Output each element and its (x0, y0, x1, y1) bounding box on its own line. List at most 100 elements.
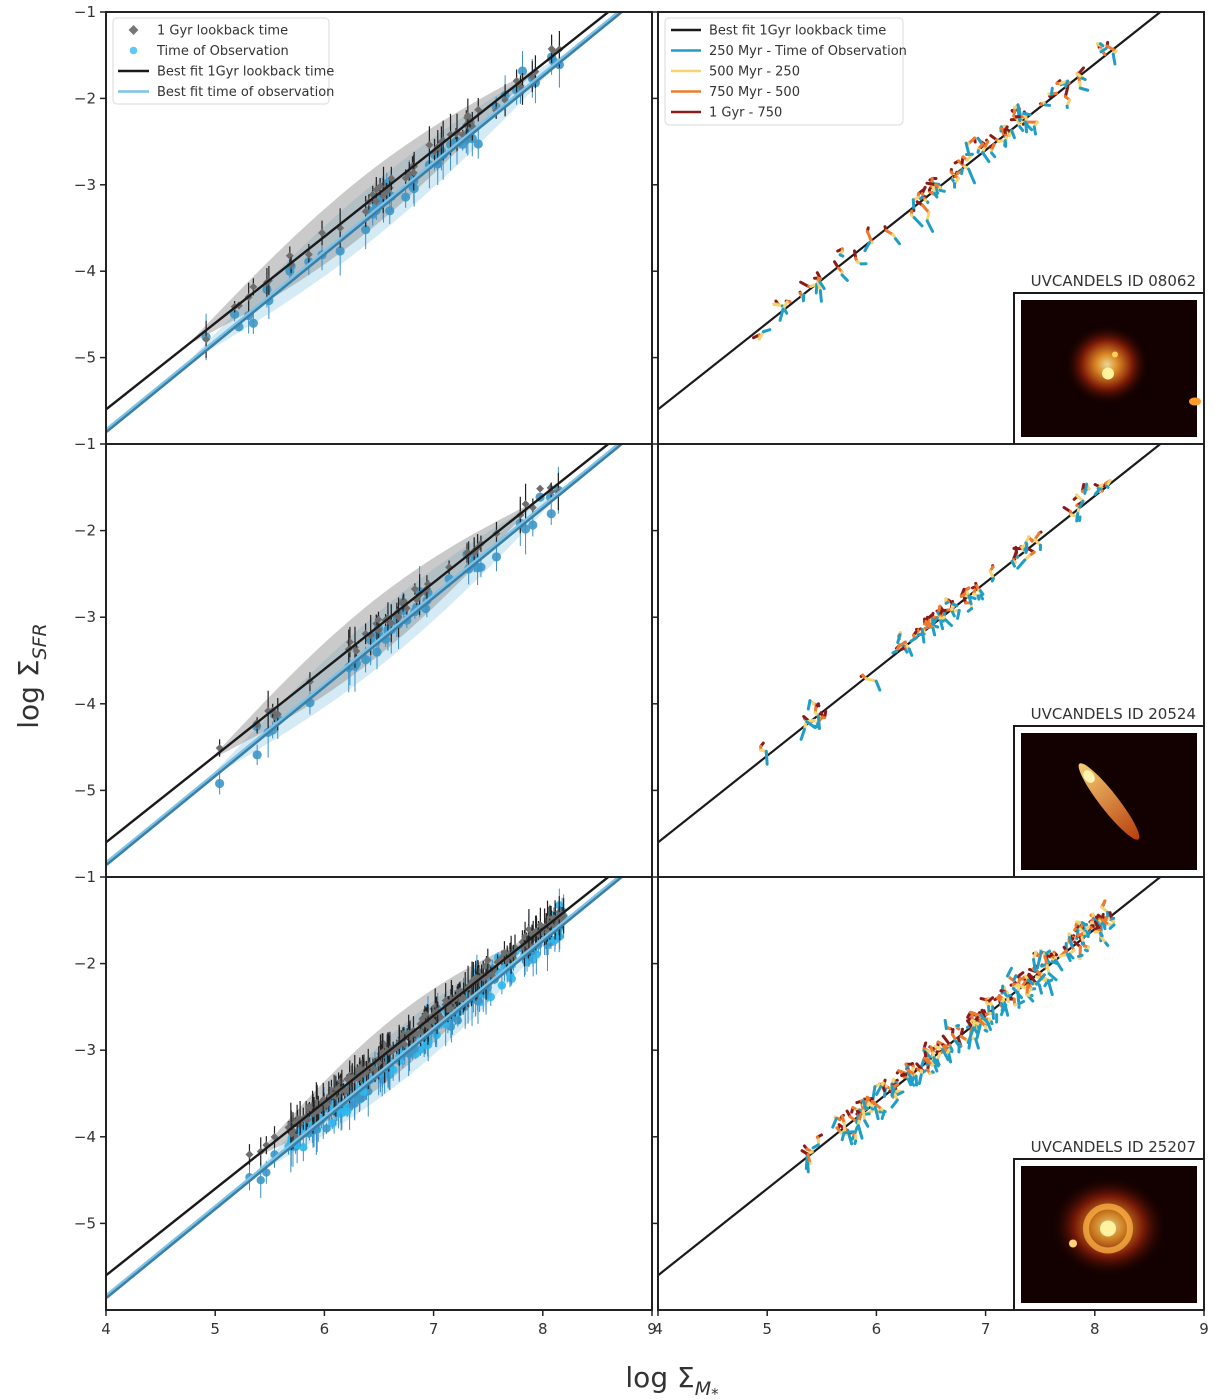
observation-fit-line-outline (106, 444, 624, 866)
lookback-point (401, 174, 410, 183)
observation-point (361, 654, 371, 665)
panels-layer: −1 −2 −3 −4 −5 1 Gyr lookback time Time of Obs… (74, 3, 1209, 1338)
observation-point (361, 225, 371, 235)
evolution-track-segment (1002, 990, 1008, 997)
evolution-track-segment (1104, 941, 1110, 948)
lookback-point (425, 141, 434, 150)
observation-point (520, 524, 531, 534)
evolution-track-segment (990, 576, 995, 583)
lookback-point (376, 182, 385, 191)
observation-point (335, 246, 345, 256)
evolution-track-segment (1003, 139, 1007, 147)
observation-point (505, 970, 515, 979)
evolution-track-segment (943, 1018, 948, 1031)
legend-label: 500 Myr - 250 (709, 65, 800, 80)
evolution-track-segment (799, 280, 811, 289)
lookback-point (387, 174, 396, 183)
legend-label: Best fit 1Gyr lookback time (157, 65, 334, 80)
lookback-point (372, 197, 381, 206)
evolution-track-segment (1018, 125, 1025, 132)
evolution-track-segment (938, 188, 946, 193)
evolution-track-segment (864, 677, 878, 683)
evolution-track-segment (799, 727, 806, 741)
observation-point (372, 647, 382, 657)
y-axis-label-sub: SFR (29, 623, 51, 659)
evolution-track-segment (941, 1034, 952, 1047)
observation-fit-line-outline (106, 12, 624, 433)
evolution-track-segment (874, 679, 882, 692)
observation-point (328, 1119, 337, 1128)
y-tick-label: −3 (74, 608, 96, 626)
evolution-track-segment (1046, 979, 1054, 997)
evolution-track-segment (806, 699, 812, 711)
evolution-track-segment (1064, 79, 1070, 89)
evolution-track-segment (1110, 916, 1116, 921)
observation-point (322, 1124, 331, 1133)
evolution-track-segment (979, 593, 985, 601)
evolution-track-segment (1100, 920, 1105, 926)
galaxy-image (1065, 324, 1201, 406)
galaxy-image (1078, 763, 1140, 840)
observation-point (252, 750, 262, 760)
observation-point (491, 552, 502, 562)
evolution-track-segment (1010, 559, 1017, 568)
evolution-track-segment (1037, 983, 1043, 995)
evolution-track-segment (1026, 978, 1035, 986)
panel-frame (105, 876, 653, 1311)
legend-label: Best fit time of observation (157, 85, 334, 100)
observation-fit-line (106, 12, 620, 431)
evolution-track-segment (1111, 52, 1117, 66)
legend-marker (128, 25, 139, 35)
evolution-track-segment (814, 282, 819, 295)
lookback-fit-line (106, 444, 611, 844)
evolution-track-segment (990, 151, 997, 159)
observation-point (476, 562, 486, 572)
observation-point (517, 66, 528, 76)
evolution-track-segment (1054, 958, 1064, 972)
evolution-track-segment (1010, 129, 1016, 140)
evolution-track-segment (1048, 978, 1054, 983)
lookback-point (421, 1010, 430, 1019)
galaxy-core (1102, 367, 1114, 380)
evolution-track-segment (1078, 515, 1082, 523)
evolution-track-segment (1080, 76, 1087, 82)
evolution-track-segment (1078, 86, 1090, 92)
evolution-track-segment (805, 720, 817, 730)
panel-frame (657, 876, 1205, 1311)
y-axis-label-main: log Σ (12, 659, 45, 728)
evolution-track-segment (1012, 974, 1018, 982)
evolution-track-segment (838, 253, 845, 258)
observation-point (230, 309, 240, 319)
observation-point (256, 1176, 265, 1185)
lookback-point (202, 335, 211, 344)
x-tick-label: 4 (653, 1320, 663, 1338)
evolution-track-segment (938, 617, 945, 631)
lookback-point (245, 1150, 254, 1159)
legend-label: Time of Observation (156, 44, 289, 59)
evolution-track-segment (967, 594, 973, 606)
x-axis-label-sub: M (695, 1378, 711, 1400)
legend-label: 1 Gyr - 750 (709, 106, 782, 121)
evolution-track-segment (1098, 42, 1105, 48)
evolution-track-segment (1093, 487, 1102, 496)
evolution-track-segment (861, 1099, 868, 1111)
galaxy-knot (1069, 1239, 1077, 1248)
observation-point (486, 992, 495, 1002)
legend-box (664, 17, 904, 126)
legend-right: Best fit 1Gyr lookback time 250 Myr - Tim… (664, 17, 907, 126)
x-tick-label: 5 (210, 1320, 220, 1338)
evolution-track-segment (761, 328, 772, 334)
y-tick-label: −4 (74, 695, 96, 713)
evolution-track-segment (873, 1105, 880, 1121)
galaxy-core (1100, 1220, 1116, 1237)
evolution-track-segment (1000, 1002, 1006, 1012)
evolution-track-segment (1024, 120, 1029, 134)
x-tick-label: 9 (1199, 1320, 1209, 1338)
plot-area (658, 877, 1163, 1277)
panel-r1-c2: UVCANDELS ID 08062 Best fit 1Gyr lookback… (652, 11, 1205, 445)
evolution-track-segment (907, 1073, 914, 1081)
legend-marker (129, 46, 138, 55)
evolution-track-segment (919, 195, 925, 201)
evolution-track-segment (920, 628, 926, 644)
evolution-track-segment (1083, 948, 1089, 953)
